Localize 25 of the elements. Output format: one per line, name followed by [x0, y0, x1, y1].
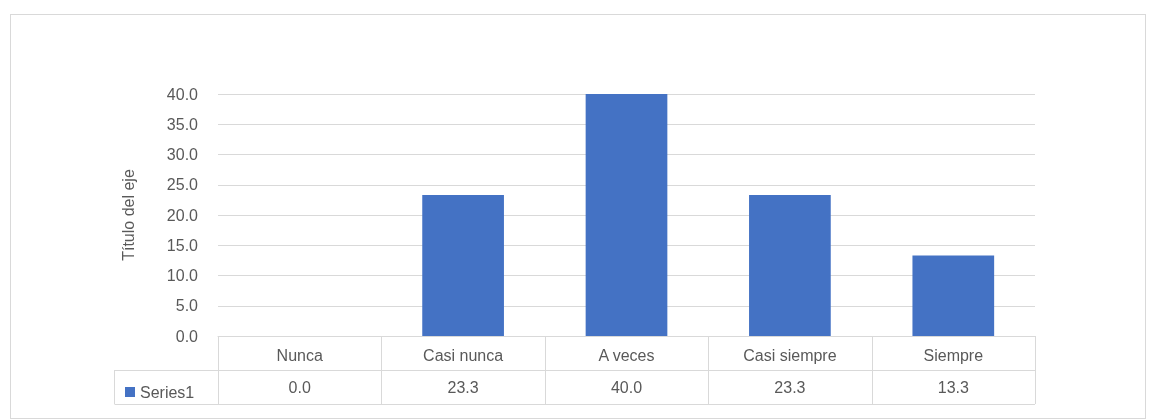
- x-tick-label: Casi siempre: [743, 346, 837, 364]
- data-label: 23.3: [774, 378, 806, 396]
- y-tick-label: 35.0: [166, 115, 199, 133]
- bar: [585, 94, 668, 336]
- y-tick-label: 20.0: [166, 206, 199, 224]
- legend-label: Series1: [140, 383, 195, 401]
- y-tick-label: 15.0: [166, 236, 199, 254]
- y-tick-label: 5.0: [175, 297, 199, 315]
- data-label: 0.0: [288, 378, 311, 396]
- x-tick-label: Siempre: [923, 346, 984, 364]
- x-tick-label: Nunca: [276, 346, 323, 364]
- y-tick-label: 30.0: [166, 146, 199, 163]
- data-label: 13.3: [937, 378, 969, 396]
- data-label: 40.0: [610, 378, 643, 396]
- y-tick-label: 25.0: [166, 176, 199, 194]
- x-tick-label: A veces: [598, 346, 655, 364]
- y-tick-label: 0.0: [175, 327, 199, 345]
- x-tick-label: Casi nunca: [423, 346, 504, 364]
- y-tick-label: 10.0: [166, 267, 199, 284]
- data-label: 23.3: [447, 378, 479, 396]
- bar: [422, 195, 504, 336]
- y-axis-title: Título del eje: [119, 169, 137, 261]
- y-tick-label: 40.0: [166, 85, 199, 103]
- bar: [749, 195, 831, 336]
- bar: [912, 255, 995, 336]
